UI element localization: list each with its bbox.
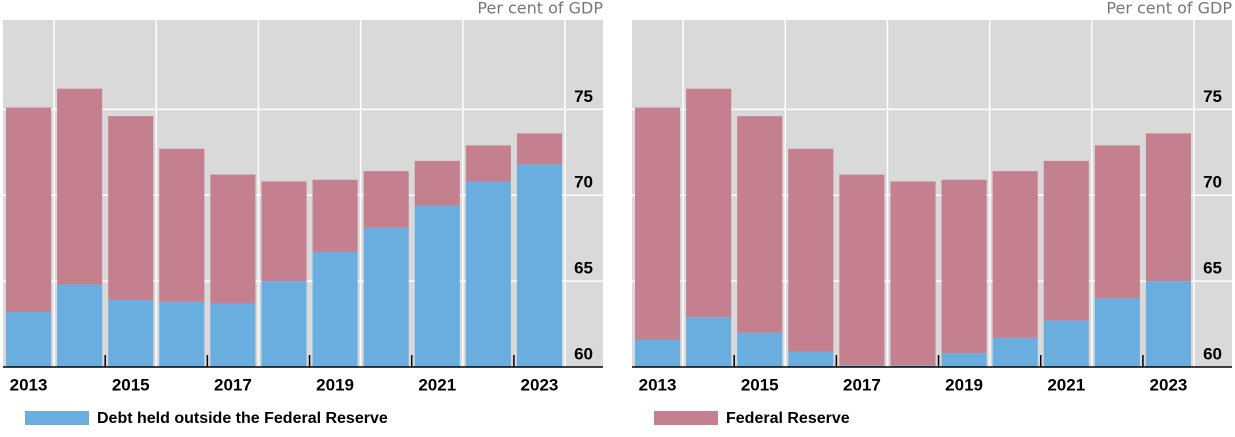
x-tick-label: 2021 [418,375,456,394]
bar-segment [788,351,834,367]
x-tick-label: 2015 [741,375,779,394]
bar-segment [465,145,511,182]
bar-segment [839,365,885,367]
legend-label: Debt held outside the Federal Reserve [97,410,388,427]
bar-segment [516,133,562,165]
bar-segment [465,181,511,367]
bar-segment [6,312,52,367]
x-tick-label: 2013 [10,375,48,394]
bar-segment [414,160,460,206]
y-axis-unit: Per cent of GDP [1106,0,1232,18]
bar-segment [890,365,936,367]
bar-segment [1094,298,1140,367]
bar-segment [108,300,154,367]
bar-segment [890,181,936,366]
bar-segment [159,301,205,367]
bar-segment [635,339,681,367]
bar-segment [312,179,358,252]
x-tick-label: 2019 [945,375,983,394]
bar-segment [210,303,256,367]
bar-segment [312,251,358,367]
x-tick-label: 2019 [316,375,354,394]
bar-segment [1094,145,1140,299]
bar-segment [1043,320,1089,367]
bar-segment [363,171,409,228]
bar-segment [6,107,52,313]
x-tick-label: 2021 [1047,375,1085,394]
bar-segment [363,227,409,367]
bar-segment [788,148,834,352]
bar-segment [57,284,103,367]
y-tick-label: 70 [574,173,593,192]
bar-segment [839,174,885,366]
x-tick-label: 2013 [639,375,677,394]
bar-segment [414,205,460,367]
y-tick-label: 65 [1203,259,1222,278]
y-tick-label: 65 [574,259,593,278]
legend-swatch [25,411,89,425]
bar-segment [108,116,154,301]
bar-segment [941,353,987,367]
bar-segment [686,88,732,318]
legend-swatch [654,411,718,425]
y-axis-unit: Per cent of GDP [477,0,603,18]
legend-label: Federal Reserve [726,410,850,427]
x-tick-label: 2023 [521,375,559,394]
bar-segment [1043,160,1089,321]
bar-segment [261,281,307,367]
y-tick-label: 60 [574,344,593,363]
y-tick-label: 75 [1203,87,1222,106]
bar-segment [1145,133,1191,282]
bar-segment [992,171,1038,338]
bar-segment [941,179,987,354]
bar-segment [159,148,205,302]
bar-segment [737,332,783,367]
y-tick-label: 60 [1203,344,1222,363]
bar-segment [635,107,681,340]
x-tick-label: 2015 [112,375,150,394]
bar-segment [992,337,1038,367]
bar-segment [516,164,562,367]
y-tick-label: 70 [1203,173,1222,192]
bar-segment [737,116,783,333]
x-tick-label: 2023 [1150,375,1188,394]
x-tick-label: 2017 [214,375,252,394]
bar-segment [1145,281,1191,367]
x-tick-label: 2017 [843,375,881,394]
bar-segment [210,174,256,304]
bar-segment [686,317,732,367]
bar-segment [261,181,307,282]
bar-segment [57,88,103,285]
y-tick-label: 75 [574,87,593,106]
